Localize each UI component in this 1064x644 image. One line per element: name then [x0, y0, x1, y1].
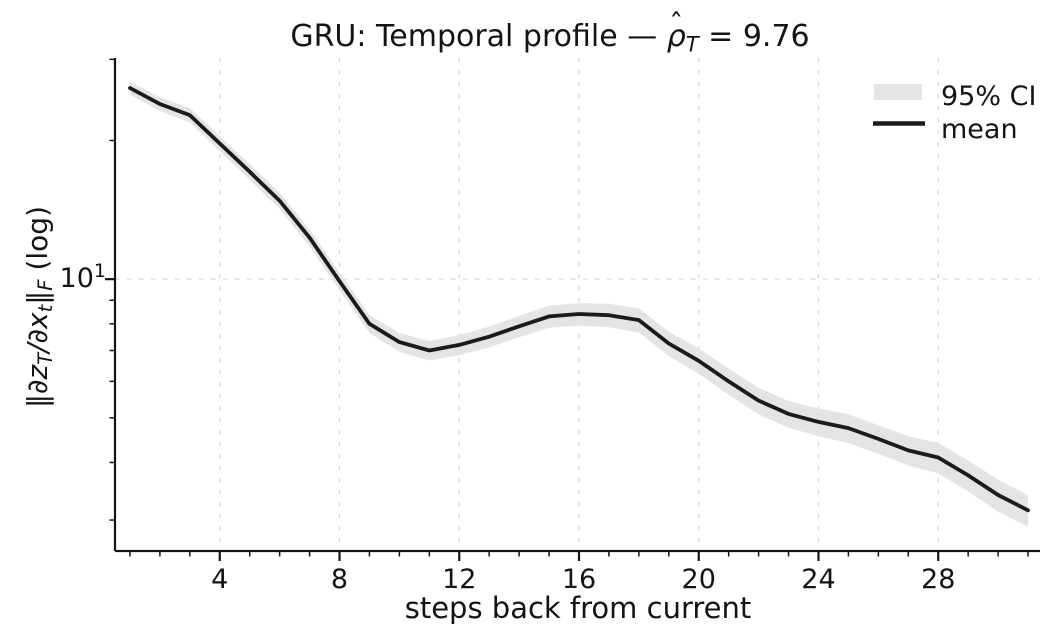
legend-label-mean: mean — [941, 114, 1018, 145]
x-axis-label: steps back from current — [404, 591, 752, 625]
title-prefix: GRU: Temporal profile — — [290, 19, 667, 54]
ci-band — [130, 81, 1028, 527]
dx-term: /∂x — [21, 312, 54, 353]
y-axis-label: ‖∂zT/∂xt‖F (log) — [21, 157, 57, 457]
x-tick-label: 12 — [442, 564, 476, 595]
rho-char: ρ — [666, 19, 686, 54]
x-tick-label: 24 — [801, 564, 835, 595]
mean-line — [128, 86, 1030, 513]
dz-term: ∂z — [21, 364, 54, 395]
y-tick-exponent: 1 — [93, 260, 106, 282]
x-tick-label: 20 — [682, 564, 716, 595]
x-tick-label: 16 — [562, 564, 596, 595]
y-tick-base: 10 — [59, 263, 94, 294]
sub-t: t — [33, 304, 57, 313]
y-tick-label-10: 101 — [48, 262, 106, 296]
norm-bar: ‖ — [21, 394, 54, 409]
title-suffix: = 9.76 — [698, 19, 810, 54]
legend-patch-ci — [874, 84, 922, 100]
x-tick-label: 28 — [921, 564, 955, 595]
sub-T: T — [33, 352, 57, 365]
legend-label-ci: 95% CI — [941, 81, 1037, 112]
title-subscript: T — [685, 32, 699, 57]
hat-accent: ˆ — [669, 8, 684, 42]
x-tick-label: 4 — [211, 564, 228, 595]
x-tick-label: 8 — [331, 564, 348, 595]
chart-title: GRU: Temporal profile — ˆ ρT = 9.76 — [0, 8, 1064, 57]
